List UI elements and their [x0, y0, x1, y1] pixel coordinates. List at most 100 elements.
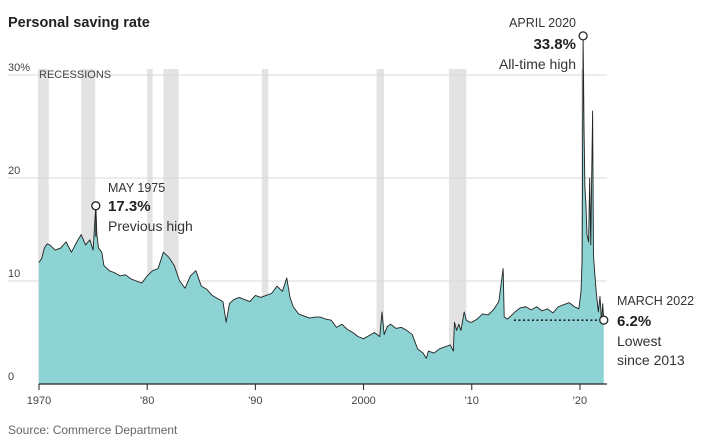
- y-tick-label: 30%: [8, 62, 30, 74]
- april-2020-value: 33.8%: [533, 36, 576, 53]
- data-point: [93, 250, 94, 251]
- march-2022-value: 6.2%: [617, 313, 651, 330]
- recession-bands: [37, 69, 585, 384]
- data-point: [277, 286, 278, 287]
- data-point: [271, 293, 272, 294]
- data-point: [417, 348, 418, 349]
- data-point: [487, 314, 488, 315]
- data-point: [66, 241, 67, 242]
- data-point: [504, 317, 505, 318]
- x-tick-label: '20: [573, 395, 587, 407]
- data-point: [515, 311, 516, 312]
- may-1975-date: MAY 1975: [108, 181, 165, 195]
- data-point: [76, 241, 77, 242]
- data-point: [594, 270, 595, 271]
- data-point: [381, 311, 382, 312]
- data-point: [569, 302, 570, 303]
- data-point: [260, 297, 261, 298]
- data-point: [85, 244, 86, 245]
- data-point: [71, 252, 72, 253]
- data-point: [282, 291, 283, 292]
- data-point: [120, 275, 121, 276]
- data-point: [423, 353, 424, 354]
- data-point: [147, 275, 148, 276]
- data-point: [314, 317, 315, 318]
- chart-title: Personal saving rate: [8, 15, 150, 31]
- source-note: Source: Commerce Department: [8, 423, 178, 437]
- saving-rate-line: [38, 35, 605, 359]
- data-point: [103, 265, 104, 266]
- x-tick-label: '10: [465, 395, 479, 407]
- data-point: [536, 306, 537, 307]
- data-point: [44, 248, 45, 249]
- data-point: [55, 250, 56, 251]
- data-point: [493, 309, 494, 310]
- data-point: [358, 336, 359, 337]
- data-point: [444, 346, 445, 347]
- data-point: [212, 295, 213, 296]
- data-point: [60, 248, 61, 249]
- data-point: [450, 344, 451, 345]
- data-point: [433, 353, 434, 354]
- data-point: [368, 335, 369, 336]
- data-point: [507, 319, 508, 320]
- april-2020-date: APRIL 2020: [509, 16, 576, 30]
- data-point: [136, 281, 137, 282]
- march-2022-date: MARCH 2022: [617, 294, 694, 308]
- data-point: [558, 306, 559, 307]
- may-1975-value: 17.3%: [108, 198, 151, 215]
- data-point: [336, 327, 337, 328]
- data-point: [588, 241, 589, 242]
- data-point: [233, 299, 234, 300]
- data-point: [525, 306, 526, 307]
- data-point: [466, 320, 467, 321]
- recession-band-5: [261, 69, 269, 384]
- data-point: [179, 281, 180, 282]
- may-1975-marker: [91, 201, 101, 211]
- april-2020-label: All-time high: [499, 56, 576, 72]
- recession-band-3: [147, 69, 153, 384]
- saving-rate-area: [39, 35, 604, 385]
- x-axis-ticks: 1970 '80 '90 2000 '10 '20: [27, 384, 587, 407]
- recession-band-1: [37, 69, 49, 384]
- april-2020-marker: [578, 31, 588, 41]
- y-axis-ticks: 0 10 20 30%: [8, 62, 30, 383]
- data-point: [598, 311, 599, 312]
- data-point: [585, 203, 586, 204]
- data-point: [39, 262, 40, 263]
- data-point: [387, 326, 388, 327]
- data-point: [141, 283, 142, 284]
- data-point: [41, 258, 42, 259]
- data-point: [190, 275, 191, 276]
- data-point: [320, 317, 321, 318]
- data-point: [428, 351, 429, 352]
- data-point: [347, 329, 348, 330]
- data-point: [298, 313, 299, 314]
- data-point: [379, 336, 380, 337]
- data-point: [125, 274, 126, 275]
- y-tick-label: 10: [8, 268, 20, 280]
- data-point: [384, 334, 385, 335]
- may-1975-label: Previous high: [108, 218, 193, 234]
- data-point: [352, 332, 353, 333]
- data-point: [582, 260, 583, 261]
- data-point: [599, 296, 600, 297]
- data-point: [222, 301, 223, 302]
- data-point: [406, 330, 407, 331]
- data-point: [152, 270, 153, 271]
- data-point: [542, 310, 543, 311]
- data-point: [96, 234, 97, 235]
- data-point: [185, 288, 186, 289]
- data-point: [293, 306, 294, 307]
- data-point: [471, 322, 472, 323]
- y-tick-label: 0: [8, 371, 14, 383]
- data-point: [244, 299, 245, 300]
- march-2022-label-1: Lowest: [617, 333, 661, 349]
- data-point: [174, 265, 175, 266]
- data-point: [552, 312, 553, 313]
- data-point: [168, 257, 169, 258]
- data-point: [101, 252, 102, 253]
- data-point: [290, 297, 291, 298]
